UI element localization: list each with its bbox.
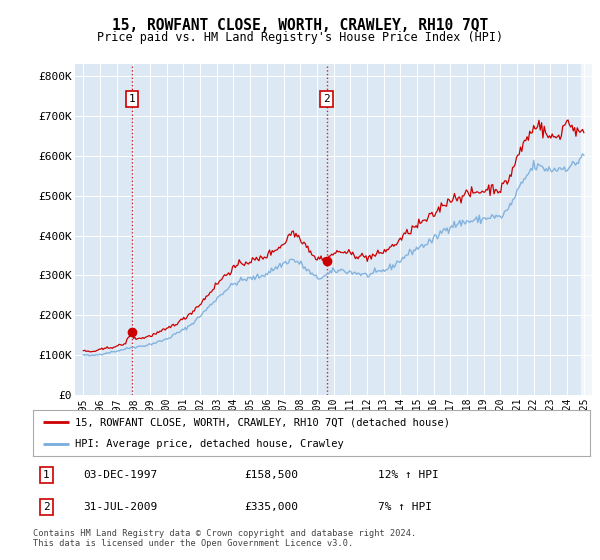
Text: 1: 1 xyxy=(128,94,136,104)
Text: £335,000: £335,000 xyxy=(245,502,299,512)
Text: 15, ROWFANT CLOSE, WORTH, CRAWLEY, RH10 7QT: 15, ROWFANT CLOSE, WORTH, CRAWLEY, RH10 … xyxy=(112,18,488,33)
Text: 12% ↑ HPI: 12% ↑ HPI xyxy=(378,470,439,480)
Text: Price paid vs. HM Land Registry's House Price Index (HPI): Price paid vs. HM Land Registry's House … xyxy=(97,31,503,44)
Text: 2: 2 xyxy=(43,502,50,512)
Bar xyxy=(581,64,600,395)
Text: £158,500: £158,500 xyxy=(245,470,299,480)
Text: 2: 2 xyxy=(323,94,330,104)
Text: 7% ↑ HPI: 7% ↑ HPI xyxy=(378,502,432,512)
Text: 03-DEC-1997: 03-DEC-1997 xyxy=(83,470,157,480)
Text: 15, ROWFANT CLOSE, WORTH, CRAWLEY, RH10 7QT (detached house): 15, ROWFANT CLOSE, WORTH, CRAWLEY, RH10 … xyxy=(75,417,450,427)
Text: Contains HM Land Registry data © Crown copyright and database right 2024.
This d: Contains HM Land Registry data © Crown c… xyxy=(33,529,416,548)
Text: 31-JUL-2009: 31-JUL-2009 xyxy=(83,502,157,512)
Text: 1: 1 xyxy=(43,470,50,480)
Text: HPI: Average price, detached house, Crawley: HPI: Average price, detached house, Craw… xyxy=(75,439,344,449)
